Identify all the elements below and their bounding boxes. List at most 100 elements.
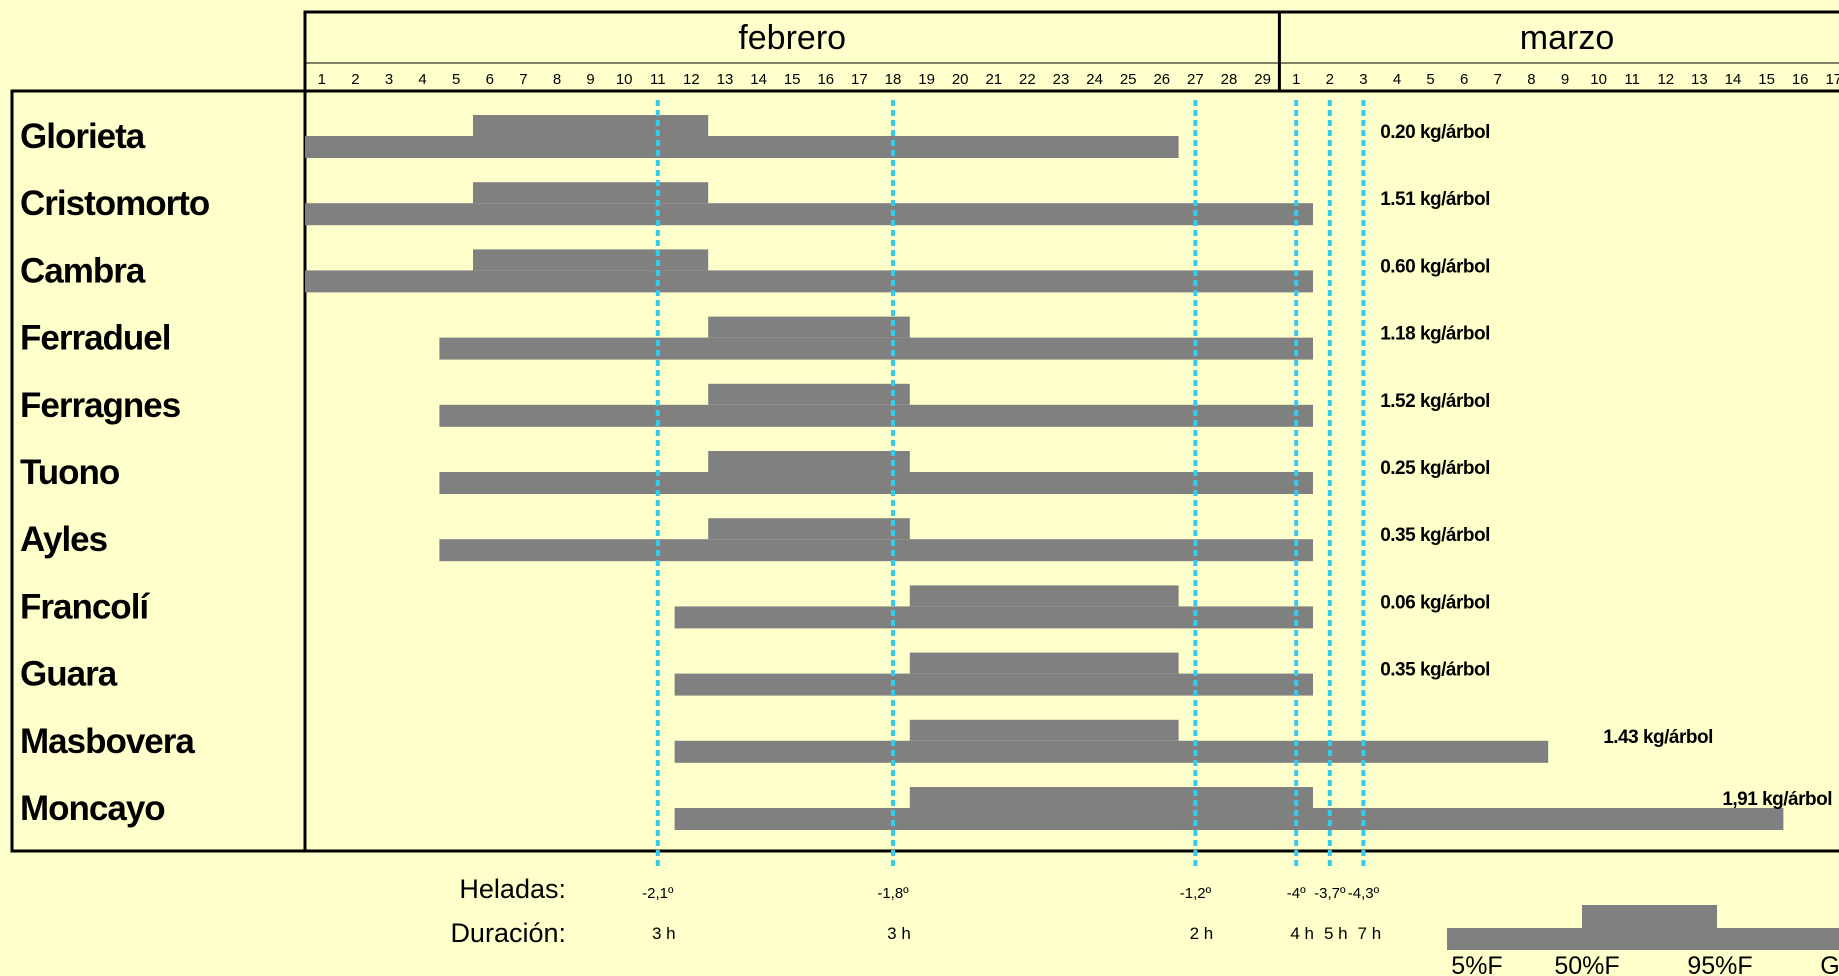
day-tick-label: 14 — [750, 71, 767, 88]
yield-label: 0.06 kg/árbol — [1380, 592, 1490, 613]
yield-label: 0.35 kg/árbol — [1380, 525, 1490, 546]
flowering-bar-partial — [674, 606, 1313, 629]
month-label: febrero — [738, 19, 846, 57]
flowering-bar-partial — [439, 539, 1313, 562]
flowering-bar-partial — [305, 203, 1313, 226]
day-tick-label: 2 — [1326, 71, 1334, 88]
legend-label: 50%F — [1554, 952, 1619, 976]
variety-label: Ferragnes — [20, 386, 181, 425]
legend-label: G — [1820, 952, 1839, 976]
day-tick-label: 19 — [918, 71, 935, 88]
body-frame — [10, 89, 1839, 853]
frost-duration-label: 4 h — [1290, 924, 1314, 943]
day-tick-label: 24 — [1086, 71, 1103, 88]
day-tick-label: 10 — [1590, 71, 1607, 88]
day-tick-label: 3 — [385, 71, 393, 88]
day-tick-label: 15 — [1758, 71, 1775, 88]
variety-label: Francolí — [20, 587, 150, 626]
yield-label: 0.35 kg/árbol — [1380, 660, 1490, 681]
flowering-bar-full — [708, 383, 910, 405]
flowering-bar-partial — [439, 404, 1313, 427]
flowering-bar-full — [909, 585, 1179, 607]
day-tick-label: 5 — [1426, 71, 1434, 88]
day-tick-label: 1 — [1292, 71, 1300, 88]
day-tick-label: 13 — [717, 71, 734, 88]
frost-temp-label: -1,8º — [877, 885, 909, 902]
day-tick-label: 7 — [519, 71, 527, 88]
day-tick-label: 28 — [1221, 71, 1238, 88]
yield-label: 0.20 kg/árbol — [1380, 122, 1490, 143]
day-tick-label: 8 — [1527, 71, 1535, 88]
day-tick-label: 9 — [586, 71, 594, 88]
frost-duration-label: 3 h — [652, 924, 676, 943]
month-label: marzo — [1520, 19, 1614, 57]
frost-duration-label: 5 h — [1324, 924, 1348, 943]
variety-label: Glorieta — [20, 117, 146, 156]
legend-bar-full — [1582, 905, 1717, 928]
yield-label: 1.52 kg/árbol — [1380, 391, 1490, 412]
flowering-bar-full — [909, 652, 1179, 674]
day-tick-label: 3 — [1359, 71, 1367, 88]
day-tick-label: 12 — [683, 71, 700, 88]
frost-duration-label: 3 h — [887, 924, 911, 943]
day-tick-label: 21 — [985, 71, 1002, 88]
legend-label: 5%F — [1451, 952, 1502, 976]
day-tick-label: 20 — [952, 71, 969, 88]
day-tick-label: 16 — [1792, 71, 1809, 88]
day-tick-label: 1 — [318, 71, 326, 88]
flowering-bar-full — [708, 518, 910, 540]
yield-label: 1.51 kg/árbol — [1380, 189, 1490, 210]
variety-label: Cristomorto — [20, 184, 210, 223]
day-tick-label: 9 — [1561, 71, 1569, 88]
flowering-bar-full — [708, 316, 910, 338]
variety-label: Tuono — [20, 453, 120, 492]
flowering-bar-full — [473, 115, 709, 136]
day-tick-label: 29 — [1254, 71, 1271, 88]
variety-label: Moncayo — [20, 789, 165, 828]
legend-label: 95%F — [1687, 952, 1752, 976]
flowering-bar-full — [708, 451, 910, 472]
flowering-bar-partial — [439, 337, 1313, 360]
flowering-bar-partial — [305, 270, 1313, 293]
day-tick-label: 15 — [784, 71, 801, 88]
day-tick-label: 26 — [1153, 71, 1170, 88]
flowering-bar-partial — [674, 808, 1784, 830]
flowering-bar-partial — [305, 136, 1179, 158]
variety-label: Guara — [20, 655, 118, 694]
flowering-bar-partial — [674, 740, 1549, 763]
day-tick-label: 25 — [1120, 71, 1137, 88]
flowering-bar-full — [909, 719, 1179, 741]
day-tick-label: 8 — [553, 71, 561, 88]
legend-bar-partial — [1447, 928, 1839, 950]
yield-label: 1.18 kg/árbol — [1380, 324, 1490, 345]
day-tick-label: 18 — [885, 71, 902, 88]
day-tick-label: 4 — [1393, 71, 1401, 88]
day-tick-label: 16 — [817, 71, 834, 88]
day-tick-label: 22 — [1019, 71, 1036, 88]
duration-row-label: Duración: — [450, 918, 566, 948]
day-tick-label: 7 — [1494, 71, 1502, 88]
frost-duration-label: 2 h — [1190, 924, 1214, 943]
yield-label: 0.25 kg/árbol — [1380, 458, 1490, 479]
flowering-bar-partial — [674, 673, 1313, 696]
variety-label: Masbovera — [20, 722, 195, 761]
day-tick-label: 5 — [452, 71, 460, 88]
day-tick-label: 4 — [418, 71, 426, 88]
day-tick-label: 10 — [616, 71, 633, 88]
yield-label: 1.43 kg/árbol — [1603, 727, 1713, 748]
frost-temp-label: -4,3º — [1348, 885, 1380, 902]
day-tick-label: 11 — [1624, 71, 1640, 88]
day-tick-label: 23 — [1053, 71, 1070, 88]
day-tick-label: 27 — [1187, 71, 1204, 88]
day-tick-label: 6 — [486, 71, 494, 88]
variety-label: Cambra — [20, 251, 146, 290]
frost-temp-label: -4º — [1287, 885, 1306, 902]
day-tick-label: 2 — [351, 71, 359, 88]
flowering-bar-full — [473, 182, 709, 204]
flowering-bar-full — [909, 787, 1313, 808]
yield-label: 0.60 kg/árbol — [1380, 256, 1490, 277]
frost-duration-label: 7 h — [1358, 924, 1382, 943]
variety-label: Ayles — [20, 520, 108, 559]
frost-temp-label: -1,2º — [1180, 885, 1212, 902]
yield-label: 1,91 kg/árbol — [1722, 789, 1832, 810]
